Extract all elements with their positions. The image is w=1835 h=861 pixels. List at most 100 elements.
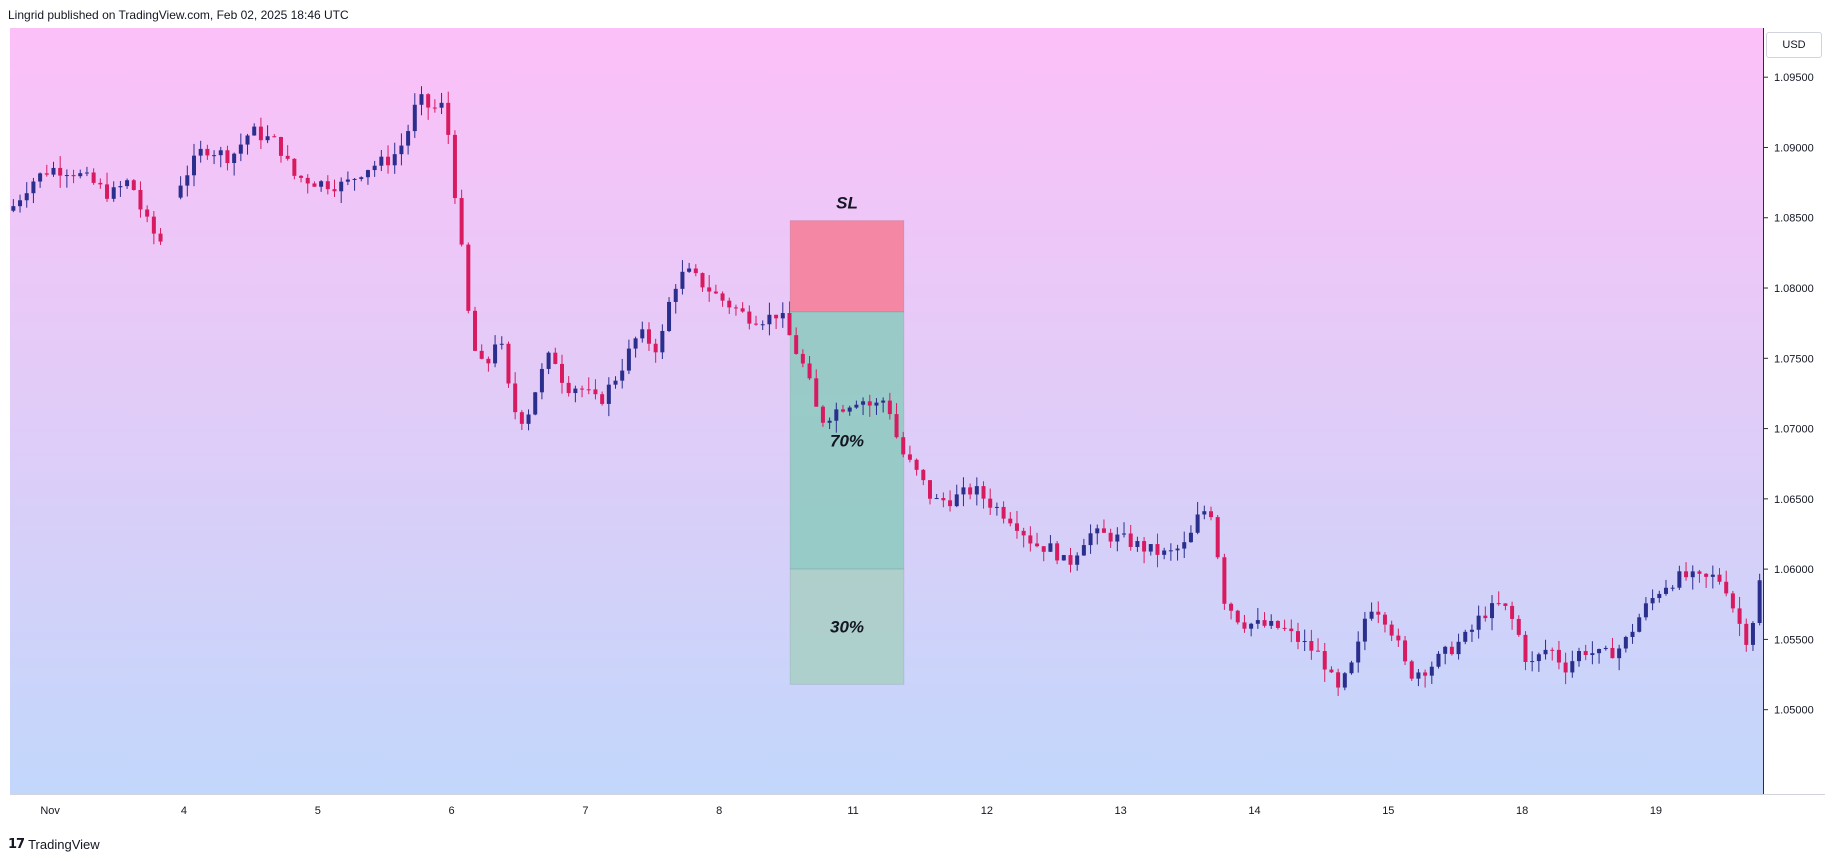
- candle-body: [1510, 605, 1515, 619]
- candle-body: [1081, 545, 1086, 556]
- tradingview-logo-icon[interactable]: 𝟭𝟳: [8, 836, 25, 851]
- candle-body: [1476, 615, 1481, 630]
- candle-body: [1349, 662, 1354, 674]
- candle-body: [687, 268, 692, 272]
- candle-body: [493, 344, 498, 364]
- candle-body: [499, 343, 504, 345]
- candle-body: [319, 181, 324, 187]
- candle-body: [680, 271, 685, 289]
- candle-body: [754, 323, 759, 325]
- candle-body: [1075, 555, 1080, 565]
- candle-body: [519, 412, 524, 424]
- candle-body: [861, 401, 866, 405]
- candle-body: [546, 352, 551, 369]
- price-tick-label: 1.09000: [1774, 142, 1814, 154]
- candle-body: [1710, 574, 1715, 577]
- time-tick-label: 6: [449, 805, 455, 817]
- currency-button[interactable]: USD: [1766, 32, 1822, 58]
- candle-body: [38, 173, 43, 182]
- time-tick-label: 13: [1115, 805, 1127, 817]
- candle-body: [1142, 541, 1147, 552]
- candle-body: [1583, 651, 1588, 656]
- candle-body: [1255, 620, 1260, 624]
- candle-body: [593, 389, 598, 395]
- candle-body: [867, 401, 872, 406]
- candle-body: [1717, 574, 1722, 582]
- candle-body: [198, 148, 203, 156]
- candle-body: [1209, 511, 1214, 518]
- candle-body: [814, 378, 819, 407]
- candle-body: [1202, 511, 1207, 515]
- candle-body: [446, 102, 451, 135]
- candle-body: [352, 178, 357, 180]
- candle-body: [539, 368, 544, 393]
- candle-body: [51, 167, 56, 175]
- candle-body: [513, 383, 518, 413]
- candle-body: [1677, 571, 1682, 588]
- candle-body: [693, 268, 698, 274]
- candle-body: [238, 144, 243, 154]
- candle-body: [212, 155, 217, 157]
- candle-body: [1516, 618, 1521, 635]
- candle-body: [1061, 555, 1066, 561]
- candle-body: [111, 187, 116, 199]
- candle-body: [1597, 649, 1602, 654]
- candle-body: [566, 382, 571, 394]
- candle-body: [727, 300, 732, 308]
- time-tick-label: 19: [1650, 805, 1662, 817]
- candle-body: [914, 459, 919, 470]
- candle-body: [533, 392, 538, 415]
- candle-body: [1115, 534, 1120, 542]
- brand-label[interactable]: TradingView: [28, 836, 100, 852]
- candle-body: [105, 184, 110, 199]
- candle-body: [225, 150, 230, 164]
- candle-body: [646, 329, 651, 344]
- candle-body: [439, 102, 444, 108]
- candle-body: [285, 155, 290, 159]
- candle-body: [1035, 543, 1040, 547]
- candle-body: [787, 313, 792, 336]
- candle-body: [64, 175, 69, 177]
- candle-body: [600, 394, 605, 404]
- price-axis[interactable]: [1763, 28, 1826, 794]
- candle-body: [1590, 653, 1595, 656]
- candle-body: [827, 420, 832, 423]
- candle-body: [125, 180, 130, 187]
- candle-body: [372, 165, 377, 171]
- candle-body: [733, 307, 738, 309]
- candle-body: [479, 350, 484, 359]
- candle-body: [620, 370, 625, 381]
- candle-body: [1369, 611, 1374, 619]
- candle-body: [1429, 666, 1434, 676]
- candle-body: [1048, 543, 1053, 552]
- publish-info: Lingrid published on TradingView.com, Fe…: [8, 8, 349, 22]
- candle-body: [740, 308, 745, 312]
- candle-body: [359, 177, 364, 179]
- candle-body: [707, 287, 712, 292]
- time-tick-label: 4: [181, 805, 187, 817]
- candle-body: [667, 301, 672, 331]
- candle-body: [1041, 546, 1046, 552]
- candle-body: [506, 343, 511, 384]
- candle-body: [332, 189, 337, 192]
- candle-body: [1195, 514, 1200, 533]
- candle-body: [907, 454, 912, 460]
- candle-body: [874, 402, 879, 406]
- candle-body: [834, 409, 839, 421]
- candle-body: [700, 273, 705, 288]
- candle-body: [954, 494, 959, 507]
- candle-body: [473, 310, 478, 351]
- candle-body: [1690, 571, 1695, 578]
- candle-body: [1603, 647, 1608, 650]
- candle-body: [98, 182, 103, 185]
- candle-body: [1175, 548, 1180, 551]
- candle-body: [854, 404, 859, 408]
- candle-body: [1095, 528, 1100, 534]
- candle-body: [553, 352, 558, 364]
- zone-target-1: [789, 311, 905, 570]
- candle-body: [1496, 603, 1501, 605]
- candle-body: [961, 487, 966, 495]
- candle-body: [278, 137, 283, 156]
- candle-body: [24, 193, 29, 201]
- time-axis[interactable]: [10, 794, 1825, 827]
